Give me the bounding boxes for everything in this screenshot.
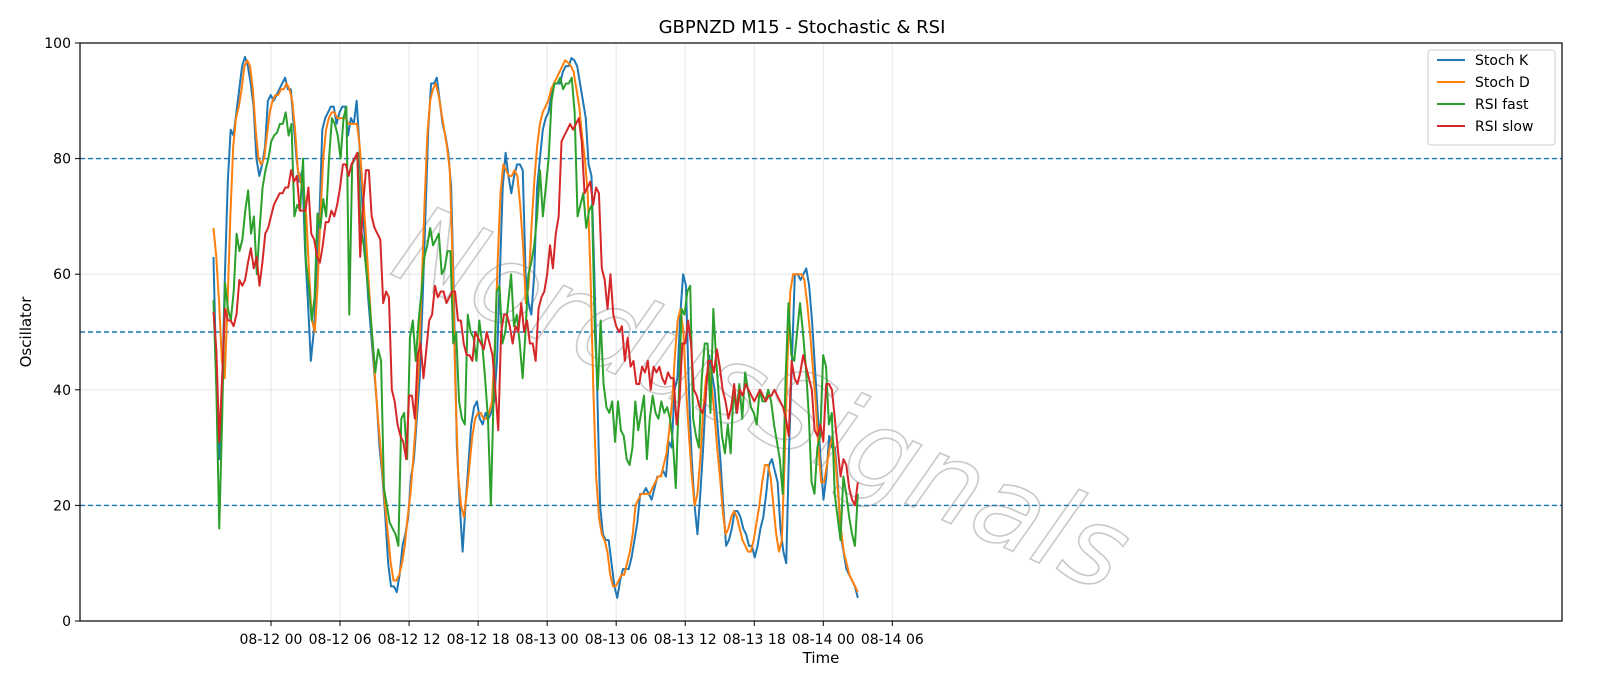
x-tick-label: 08-12 12	[378, 632, 441, 648]
y-tick-label: 60	[53, 267, 71, 283]
legend-label: Stoch D	[1475, 75, 1530, 91]
series-line-stoch-d	[212, 59, 859, 593]
series-line-rsi-fast	[212, 76, 859, 547]
x-tick-label: 08-13 18	[723, 632, 786, 648]
legend-label: Stoch K	[1475, 53, 1529, 69]
reference-lines	[80, 157, 1562, 507]
y-tick-label: 20	[53, 498, 71, 514]
x-tick-label: 08-12 18	[447, 632, 510, 648]
y-tick-label: 100	[44, 36, 71, 52]
x-tick-label: 08-14 06	[861, 632, 924, 648]
x-tick-label: 08-12 00	[240, 632, 303, 648]
x-tick-label: 08-14 00	[792, 632, 855, 648]
legend: Stoch K Stoch D RSI fast RSI slow	[1427, 49, 1556, 146]
y-tick-label: 40	[53, 383, 71, 399]
y-axis-label: Oscillator	[17, 296, 35, 368]
x-tick-label: 08-13 00	[516, 632, 579, 648]
series-line-rsi-slow	[212, 117, 859, 507]
y-tick-label: 0	[62, 614, 71, 630]
y-tick-label: 80	[53, 152, 71, 168]
legend-label: RSI fast	[1475, 97, 1529, 113]
x-tick-label: 08-13 12	[654, 632, 717, 648]
x-tick-label: 08-12 06	[309, 632, 372, 648]
plot-frame	[79, 42, 1563, 622]
y-axis-ticks: 0 20 40 60 80 100	[44, 36, 80, 630]
x-axis-ticks: 08-12 00 08-12 06 08-12 12 08-12 18 08-13 00…	[240, 621, 924, 648]
chart-title: GBPNZD M15 - Stochastic & RSI	[659, 17, 946, 38]
legend-items: Stoch K Stoch D RSI fast RSI slow	[1437, 53, 1533, 135]
series-lines	[212, 55, 859, 599]
legend-box	[1427, 49, 1556, 146]
x-axis-label: Time	[802, 649, 840, 667]
legend-label: RSI slow	[1475, 119, 1533, 135]
x-tick-label: 08-13 06	[585, 632, 648, 648]
